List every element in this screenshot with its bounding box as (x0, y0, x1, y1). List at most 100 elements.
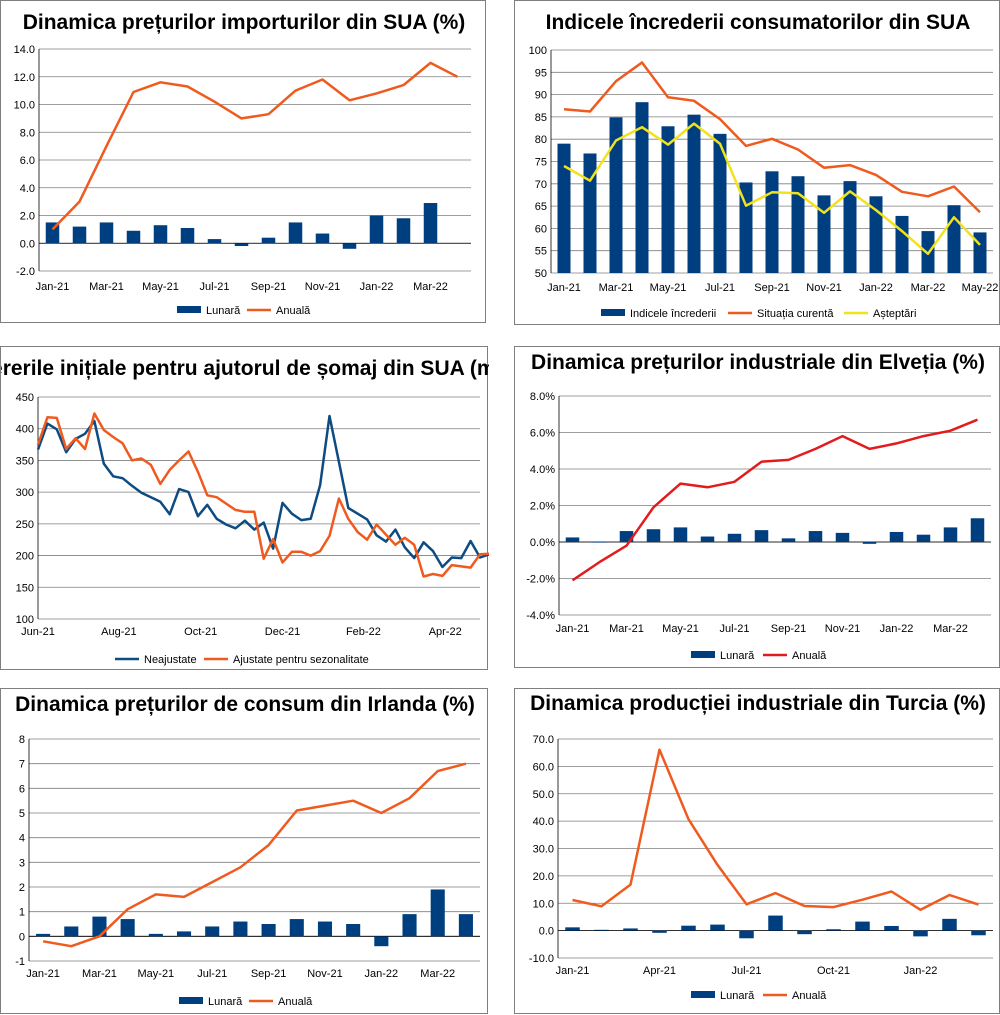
bar (180, 227, 195, 244)
x-tick-label: Apr-22 (429, 626, 462, 638)
chart-ireland-cpi: Dinamica prețurilor de consum din Irland… (15, 693, 480, 1008)
bar (652, 930, 667, 933)
x-tick-label: Dec-21 (265, 626, 300, 638)
x-tick-label: Jan-21 (556, 965, 590, 977)
bar (99, 222, 114, 244)
legend-label: Neajustate (144, 654, 197, 666)
bar (768, 915, 783, 931)
y-tick-label: 0.0% (530, 537, 555, 549)
y-tick-label: -10.0 (529, 953, 554, 965)
bar (661, 126, 675, 274)
bar (565, 927, 580, 931)
x-tick-label: Jan-21 (26, 968, 60, 980)
bar (423, 203, 438, 244)
x-tick-label: Jul-21 (200, 281, 230, 293)
y-tick-label: -2.0% (526, 574, 555, 586)
bar (176, 931, 192, 937)
y-tick-label: 2.0% (530, 501, 555, 513)
series-line (563, 122, 981, 256)
legend-swatch (691, 651, 715, 658)
y-tick-label: 5 (19, 808, 25, 820)
series-line (563, 61, 981, 214)
legend-label: Indicele încrederii (630, 308, 716, 320)
y-tick-label: 70 (535, 179, 547, 191)
y-tick-label: 80 (535, 134, 547, 146)
bar (288, 222, 303, 244)
y-tick-label: 0.0 (539, 926, 554, 938)
bar (947, 205, 961, 273)
bar (120, 919, 135, 937)
legend-label: Așteptări (873, 308, 916, 320)
bar (592, 542, 607, 543)
x-tick-label: May-21 (142, 281, 179, 293)
x-tick-label: Nov-21 (305, 281, 340, 293)
y-tick-label: 8 (19, 734, 25, 746)
y-tick-label: 65 (535, 201, 547, 213)
y-tick-label: 50 (535, 268, 547, 280)
x-tick-label: Mar-22 (420, 968, 455, 980)
y-tick-label: 2.0 (20, 211, 35, 223)
bar (791, 176, 805, 273)
chart-title: Dinamica prețurilor importurilor din SUA… (23, 11, 466, 34)
y-tick-label: 3 (19, 857, 25, 869)
legend-label: Situația curentă (757, 308, 834, 320)
x-tick-label: Mar-21 (89, 281, 124, 293)
x-tick-label: Jul-21 (720, 623, 750, 635)
x-tick-label: Mar-21 (599, 282, 634, 294)
bar (916, 534, 931, 542)
bar (64, 926, 79, 937)
y-tick-label: 75 (535, 157, 547, 169)
x-tick-label: Oct-21 (184, 626, 217, 638)
chart-us-import-prices: Dinamica prețurilor importurilor din SUA… (14, 11, 471, 317)
bar (889, 531, 904, 542)
x-tick-label: Jul-21 (705, 282, 735, 294)
x-tick-label: Jan-22 (365, 968, 399, 980)
x-tick-label: Jul-21 (732, 965, 762, 977)
y-tick-label: 4 (19, 833, 25, 845)
bar (148, 933, 163, 937)
bar (565, 537, 580, 542)
bar (92, 916, 107, 937)
x-tick-label: May-21 (138, 968, 175, 980)
bar (342, 243, 357, 249)
bar (884, 925, 899, 931)
y-tick-label: 4.0 (20, 183, 35, 195)
x-tick-label: Sep-21 (251, 968, 286, 980)
bar (781, 538, 796, 542)
bar (583, 153, 597, 273)
x-tick-label: Jan-22 (360, 281, 394, 293)
chart-panel-us-jobless-claims: Cererile inițiale pentru ajutorul de șom… (0, 346, 489, 670)
chart-title: Dinamica producției industriale din Turc… (530, 692, 986, 715)
bar (315, 233, 330, 244)
bar (727, 533, 742, 542)
legend-swatch (177, 306, 201, 313)
legend-label: Anuală (792, 650, 827, 662)
bar (36, 933, 51, 937)
x-tick-label: Nov-21 (806, 282, 841, 294)
y-tick-label: 10.0 (14, 100, 35, 112)
bar (687, 114, 701, 273)
x-tick-label: Aug-21 (101, 626, 136, 638)
bar (970, 518, 985, 542)
y-tick-label: 60.0 (533, 761, 554, 773)
y-tick-label: 10.0 (533, 898, 554, 910)
y-tick-label: -4.0% (526, 610, 555, 622)
bar (233, 921, 248, 937)
x-tick-label: Mar-22 (933, 623, 968, 635)
bar (843, 181, 857, 273)
x-tick-label: Mar-22 (413, 281, 448, 293)
bar (153, 225, 168, 244)
legend-label: Anuală (278, 996, 313, 1008)
legend-label: Anuală (792, 990, 827, 1002)
legend-label: Lunară (720, 650, 755, 662)
series-line (42, 762, 467, 948)
bar (396, 218, 411, 244)
legend-swatch (691, 991, 715, 998)
y-tick-label: 7 (19, 759, 25, 771)
legend-label: Lunară (720, 990, 755, 1002)
bar (826, 929, 841, 931)
bar (869, 196, 883, 273)
bar (681, 925, 696, 931)
legend-label: Lunară (206, 305, 241, 317)
y-tick-label: 4.0% (530, 464, 555, 476)
